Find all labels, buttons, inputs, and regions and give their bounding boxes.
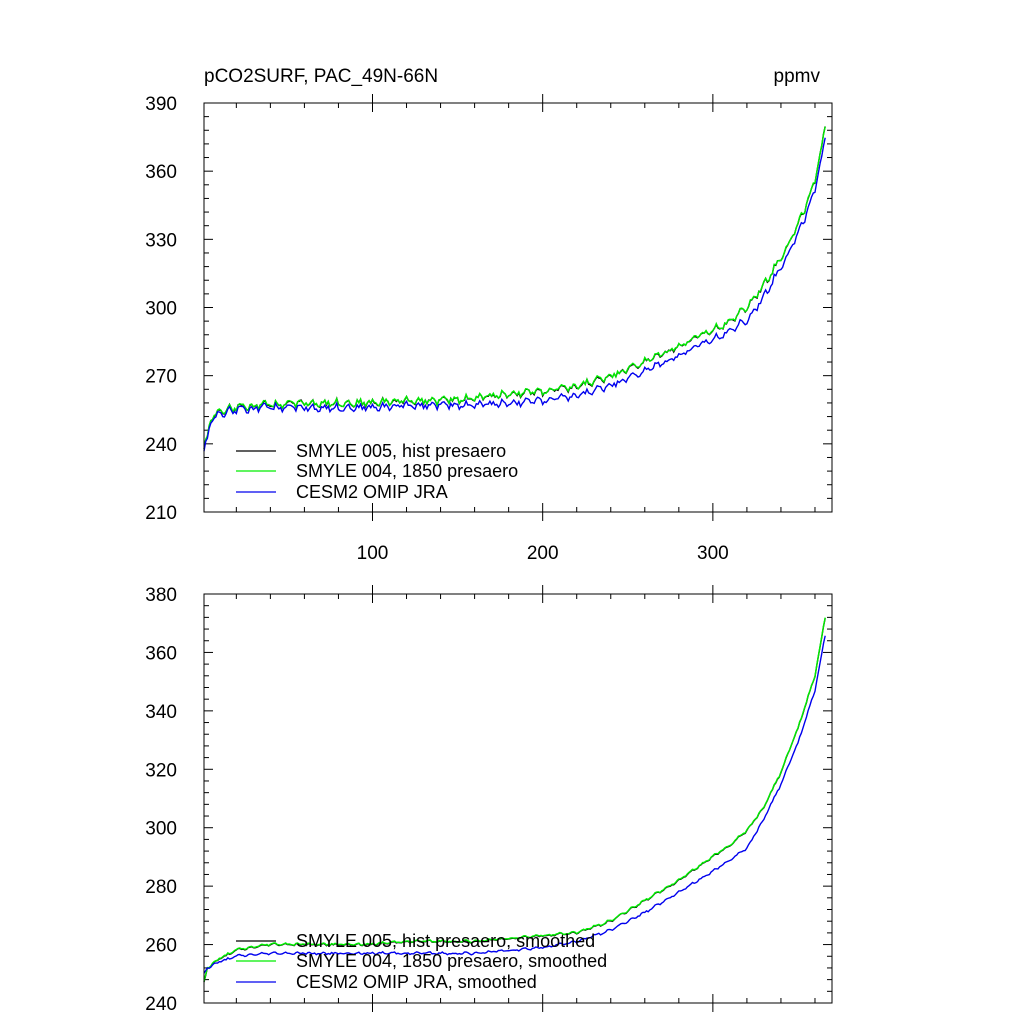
top-plot-frame — [203, 102, 833, 513]
bottom-y-tick-labels: 240 260 280 300 320 340 360 380 — [145, 585, 177, 1015]
y-tick-label: 260 — [145, 936, 177, 957]
y-tick-label: 330 — [145, 230, 177, 251]
legend-label-smyle005: SMYLE 005, hist presaero — [296, 441, 506, 461]
bottom-series-lines — [203, 617, 826, 983]
y-tick-label: 280 — [145, 877, 177, 898]
series-line-cesm2 — [203, 635, 826, 974]
series-line-smyle004 — [203, 126, 826, 449]
legend-label-smyle004-smoothed: SMYLE 004, 1850 presaero, smoothed — [296, 951, 607, 971]
top-series-lines — [203, 126, 826, 452]
legend-label-smyle005-smoothed: SMYLE 005, hist presaero, smoothed — [296, 931, 595, 951]
legend-label-smyle004: SMYLE 004, 1850 presaero — [296, 461, 518, 481]
y-tick-label: 390 — [145, 94, 177, 115]
y-tick-label: 300 — [145, 819, 177, 840]
x-tick-label: 300 — [697, 543, 729, 564]
top-y-tick-labels: 210 240 270 300 330 360 390 — [145, 94, 177, 524]
y-tick-label: 380 — [145, 585, 177, 606]
series-line-smyle005 — [203, 618, 826, 983]
top-x-tick-labels: 100 200 300 — [357, 543, 729, 564]
legend-label-cesm2-smoothed: CESM2 OMIP JRA, smoothed — [296, 972, 537, 992]
y-tick-label: 320 — [145, 760, 177, 781]
x-tick-label: 100 — [357, 543, 389, 564]
series-line-cesm2 — [203, 137, 826, 452]
bottom-plot-frame — [203, 593, 833, 1004]
y-tick-label: 360 — [145, 162, 177, 183]
chart-units: ppmv — [774, 66, 821, 87]
bottom-axis-ticks — [204, 585, 832, 1012]
y-tick-label: 270 — [145, 367, 177, 388]
series-line-smyle004 — [203, 617, 826, 982]
y-tick-label: 240 — [145, 994, 177, 1015]
top-panel: pCO2SURF, PAC_49N-66N ppmv 210 240 270 300 3… — [145, 66, 833, 564]
y-tick-label: 340 — [145, 702, 177, 723]
x-tick-label: 200 — [527, 543, 559, 564]
top-legend: SMYLE 005, hist presaero SMYLE 004, 1850… — [236, 441, 518, 502]
y-tick-label: 240 — [145, 435, 177, 456]
bottom-legend: SMYLE 005, hist presaero, smoothed SMYLE… — [236, 931, 607, 992]
bottom-panel: 240 260 280 300 320 340 360 380 SMYLE 005, hist… — [145, 585, 833, 1015]
y-tick-label: 360 — [145, 643, 177, 664]
y-tick-label: 210 — [145, 503, 177, 524]
chart-title: pCO2SURF, PAC_49N-66N — [204, 66, 438, 87]
legend-label-cesm2: CESM2 OMIP JRA — [296, 482, 448, 502]
y-tick-label: 300 — [145, 299, 177, 320]
